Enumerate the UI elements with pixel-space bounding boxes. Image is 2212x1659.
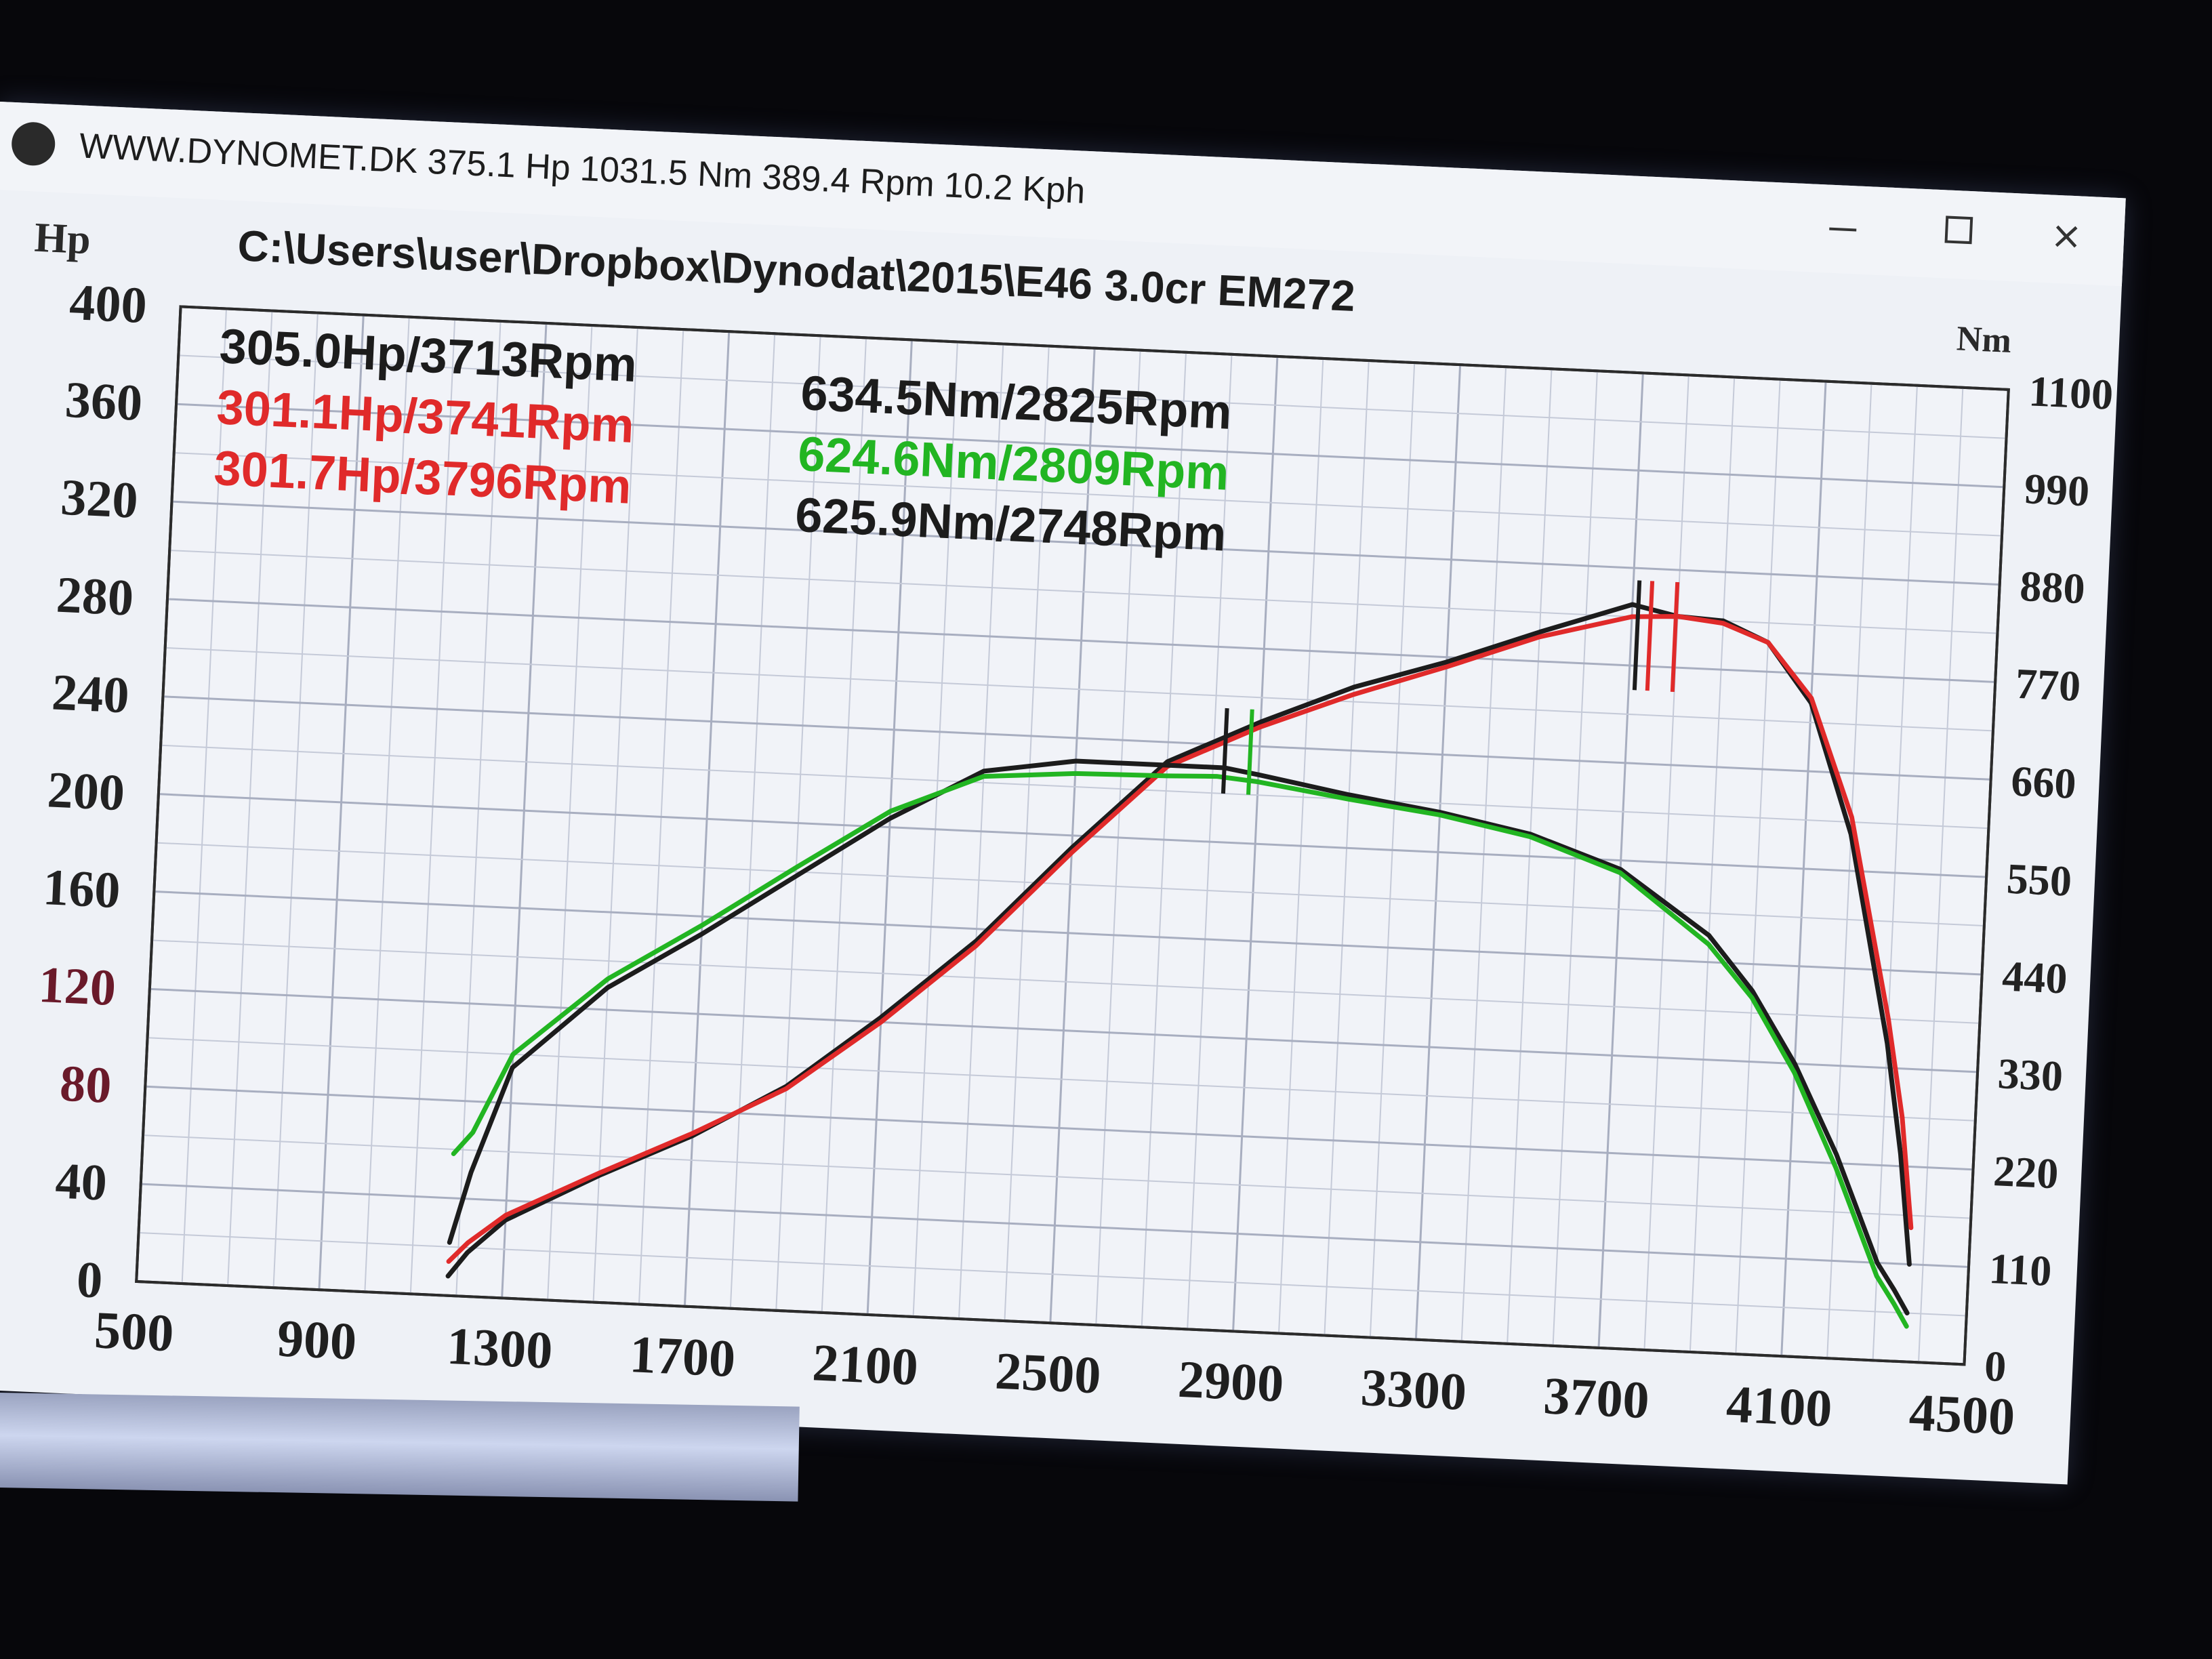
grid-line-horizontal xyxy=(147,1037,1975,1122)
plot-area: 500 900 1300 1700 2100 2500 2900 3300 3700 4100 45… xyxy=(37,274,2114,1446)
peak-marker xyxy=(1670,581,1680,692)
plot-border xyxy=(135,305,2010,1366)
grid-line-horizontal xyxy=(167,598,1996,683)
grid-line-horizontal xyxy=(171,500,2000,586)
y2-tick-label: 990 xyxy=(2024,464,2091,515)
series-line-4 xyxy=(451,771,1909,1329)
maximize-icon xyxy=(1944,216,1973,245)
dyno-chart: C:\Users\user\Dropbox\Dynodat\2015\E46 3… xyxy=(33,215,2114,1446)
y-tick-label: 40 xyxy=(54,1152,108,1211)
peak-marker xyxy=(1632,580,1642,691)
x-tick-label: 1300 xyxy=(445,1316,554,1380)
x-tick-label: 4500 xyxy=(1908,1382,2016,1446)
x-tick-label: 500 xyxy=(93,1300,175,1362)
title-bar[interactable]: WWW.DYNOMET.DK 375.1 Hp 1031.5 Nm 389.4 … xyxy=(0,102,2126,287)
y-tick-label: 320 xyxy=(60,469,140,529)
grid-line-horizontal xyxy=(178,354,2007,439)
x-tick-label: 4100 xyxy=(1725,1374,1834,1438)
y2-tick-label: 550 xyxy=(2005,855,2072,905)
grid-line-horizontal xyxy=(161,744,1989,830)
grid-line-horizontal xyxy=(138,1231,1967,1317)
y-tick-label: 280 xyxy=(55,567,135,627)
minimize-button[interactable] xyxy=(1811,198,1875,255)
dyno-window: WWW.DYNOMET.DK 375.1 Hp 1031.5 Nm 389.4 … xyxy=(0,102,2126,1485)
grid-line-horizontal xyxy=(163,695,1991,781)
y2-tick-label: 0 xyxy=(1984,1342,2007,1391)
chart-title: C:\Users\user\Dropbox\Dynodat\2015\E46 3… xyxy=(237,221,1356,321)
minimize-icon xyxy=(1829,227,1857,232)
maximize-button[interactable] xyxy=(1927,203,1990,260)
x-tick-label: 3700 xyxy=(1542,1366,1651,1429)
taskbar xyxy=(0,1393,800,1502)
x-tick-label: 2900 xyxy=(1176,1349,1285,1413)
y-tick-label: 0 xyxy=(75,1251,104,1309)
grid-line-horizontal xyxy=(152,939,1980,1024)
series-line-2 xyxy=(446,613,1914,1264)
y-tick-label: 80 xyxy=(58,1055,112,1114)
x-tick-label: 1700 xyxy=(628,1324,737,1388)
y-tick-label: 360 xyxy=(64,371,144,432)
x-tick-label: 3300 xyxy=(1359,1357,1468,1421)
grid-line-horizontal xyxy=(176,403,2005,489)
y-tick-label: 160 xyxy=(42,859,122,919)
x-tick-label: 2100 xyxy=(811,1332,920,1396)
y2-tick-label: 880 xyxy=(2019,562,2086,613)
grid-line-horizontal xyxy=(142,1134,1971,1219)
y-tick-label: 400 xyxy=(68,274,148,334)
y-tick-label: 240 xyxy=(51,663,131,724)
grid-line-horizontal xyxy=(145,1085,1973,1171)
grid-line-horizontal xyxy=(154,890,1982,976)
y2-tick-label: 110 xyxy=(1988,1244,2053,1295)
y2-tick-label: 770 xyxy=(2015,659,2082,710)
grid-line-horizontal xyxy=(140,1183,1969,1269)
y-tick-label: 200 xyxy=(46,761,126,821)
peak-marker xyxy=(1645,581,1655,691)
grid-line-horizontal xyxy=(149,987,1978,1073)
series-line-3 xyxy=(447,758,1910,1315)
grid-line-horizontal xyxy=(165,647,1993,732)
y-axis-label: Hp xyxy=(33,215,91,264)
x-tick-label: 900 xyxy=(276,1308,358,1370)
y2-tick-label: 330 xyxy=(1996,1049,2064,1100)
peak-marker xyxy=(1221,708,1229,794)
x-tick-label: 2500 xyxy=(994,1341,1103,1405)
y2-tick-label: 660 xyxy=(2010,757,2077,808)
y-tick-label: 120 xyxy=(37,956,117,1017)
y2-tick-label: 440 xyxy=(2001,951,2068,1002)
grid-line-horizontal xyxy=(158,793,1987,878)
y2-tick-label: 1100 xyxy=(2028,367,2114,419)
peak-marker xyxy=(1246,709,1254,795)
y2-tick-label: 220 xyxy=(1992,1147,2060,1197)
grid-line-horizontal xyxy=(173,452,2003,537)
y2-axis-label: Nm xyxy=(1956,319,2012,361)
